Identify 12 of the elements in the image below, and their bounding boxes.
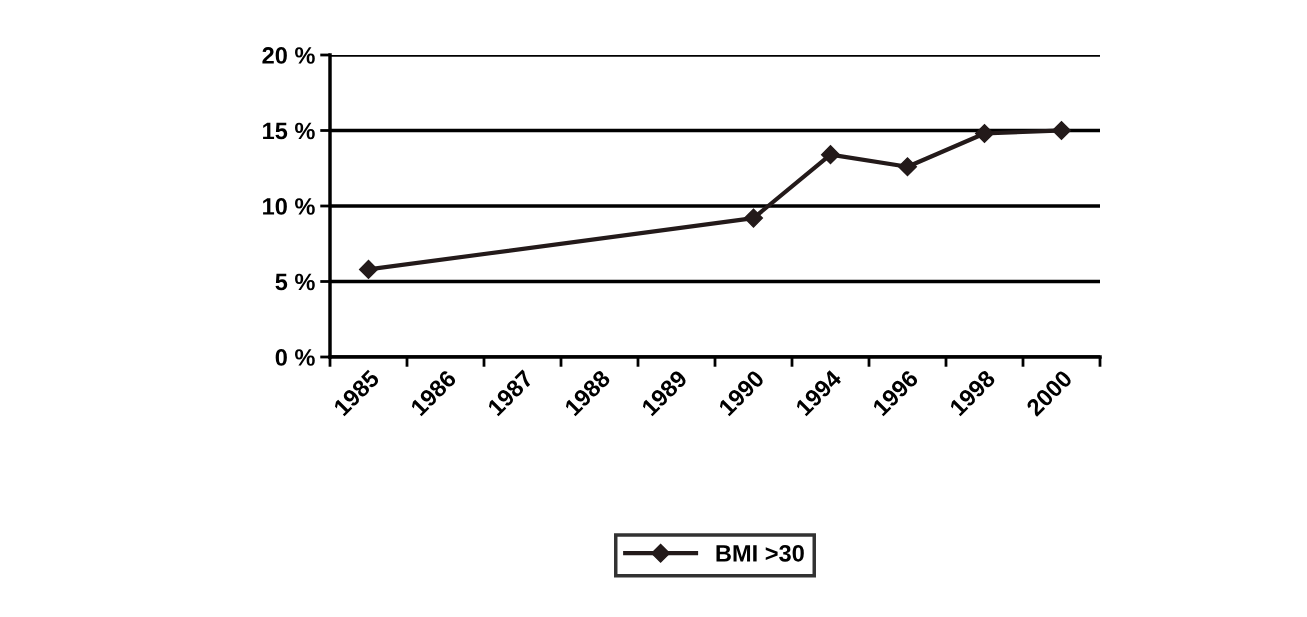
y-tick-label: 0 % <box>275 349 315 366</box>
y-tick-label: 5 % <box>275 273 315 291</box>
point <box>897 157 918 177</box>
legend-label: BMI >30 <box>716 544 804 562</box>
point <box>358 259 379 279</box>
y-tick-label: 20 % <box>262 47 315 64</box>
y-tick-label: 10 % <box>263 198 315 215</box>
point <box>1051 120 1072 141</box>
point <box>974 123 995 144</box>
point <box>743 208 764 228</box>
point <box>820 145 841 165</box>
y-tick-label: 15 % <box>263 122 315 140</box>
